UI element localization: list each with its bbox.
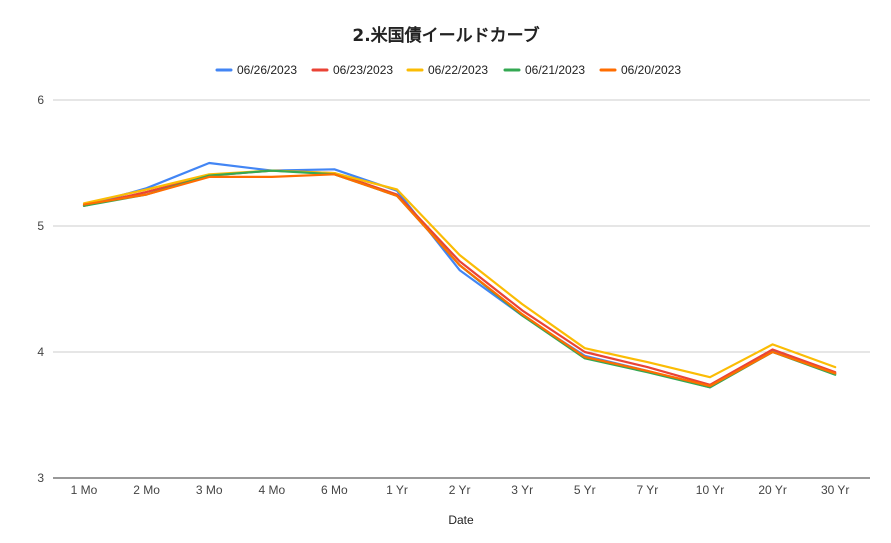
series-line-06-22-2023 bbox=[82, 169, 837, 379]
x-tick-label: 30 Yr bbox=[821, 483, 849, 497]
x-tick-label: 1 Mo bbox=[71, 483, 98, 497]
x-tick-label: 3 Yr bbox=[511, 483, 533, 497]
y-axis-ticks: 3 4 5 6 bbox=[37, 93, 44, 485]
x-axis-ticks: 1 Mo 2 Mo 3 Mo 4 Mo 6 Mo 1 Yr 2 Yr 3 Yr 5 Yr 7 Yr… bbox=[71, 483, 850, 497]
series-line-06-23-2023 bbox=[82, 169, 837, 386]
y-tick-label: 6 bbox=[37, 93, 44, 107]
y-tick-label: 5 bbox=[37, 219, 44, 233]
chart-title: 2.米国債イールドカーブ bbox=[352, 25, 539, 46]
x-axis-title: Date bbox=[448, 513, 474, 527]
legend-label: 06/22/2023 bbox=[428, 63, 488, 77]
series-line-06-20-2023 bbox=[82, 173, 837, 388]
legend-label: 06/21/2023 bbox=[525, 63, 585, 77]
x-tick-label: 1 Yr bbox=[386, 483, 408, 497]
series-lines bbox=[82, 161, 837, 389]
series-line-06-26-2023 bbox=[82, 161, 837, 389]
x-tick-label: 2 Yr bbox=[449, 483, 471, 497]
x-tick-label: 2 Mo bbox=[133, 483, 160, 497]
x-tick-label: 4 Mo bbox=[258, 483, 285, 497]
legend-label: 06/23/2023 bbox=[333, 63, 393, 77]
x-tick-label: 3 Mo bbox=[196, 483, 223, 497]
legend-label: 06/26/2023 bbox=[237, 63, 297, 77]
legend-label: 06/20/2023 bbox=[621, 63, 681, 77]
x-tick-label: 5 Yr bbox=[574, 483, 596, 497]
y-tick-label: 3 bbox=[37, 471, 44, 485]
y-tick-label: 4 bbox=[37, 345, 44, 359]
x-tick-label: 20 Yr bbox=[758, 483, 786, 497]
series-line-06-21-2023 bbox=[82, 169, 837, 389]
gridlines bbox=[53, 99, 870, 479]
x-tick-label: 10 Yr bbox=[696, 483, 724, 497]
chart-legend: 06/26/2023 06/23/2023 06/22/2023 06/21/2023… bbox=[215, 63, 681, 77]
x-tick-label: 6 Mo bbox=[321, 483, 348, 497]
x-tick-label: 7 Yr bbox=[637, 483, 659, 497]
